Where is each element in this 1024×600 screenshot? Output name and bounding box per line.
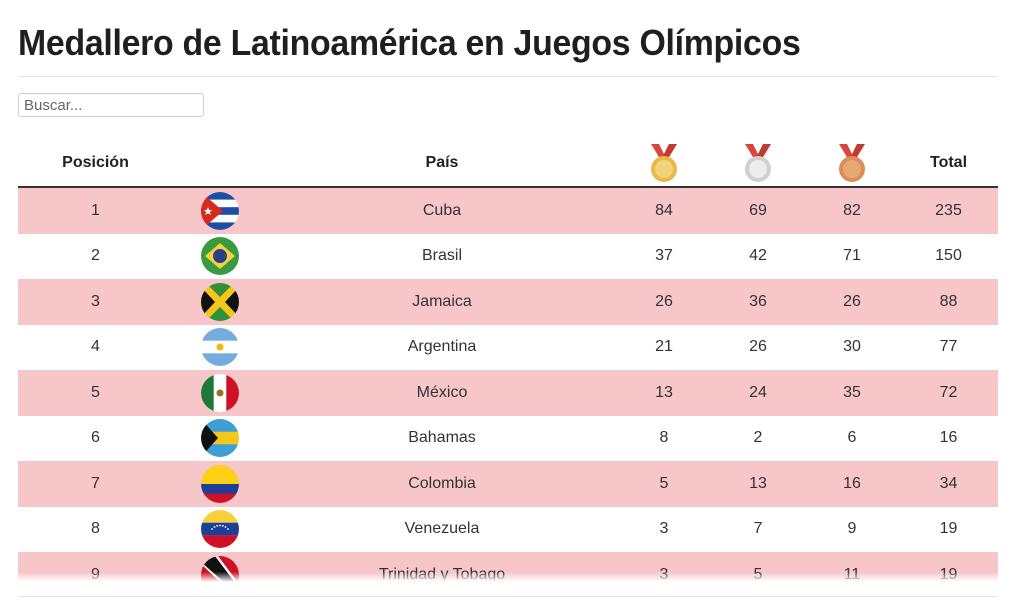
cell-silver: 2 [711,415,805,461]
cell-bronze: 35 [805,370,899,416]
search-input[interactable] [18,93,204,117]
cell-position: 5 [18,370,173,416]
cell-total: 150 [899,233,998,279]
bahamas-flag-icon [201,419,239,458]
table-row: 4 Argentina 21 26 30 77 [18,324,998,370]
cell-position: 6 [18,415,173,461]
cell-total: 16 [899,415,998,461]
table-row: 7 Colombia 5 13 16 34 [18,461,998,507]
table-scroll-fade [18,572,998,582]
title-divider [18,76,998,77]
cell-flag [173,461,267,507]
cell-gold: 8 [617,415,711,461]
bronze-medal-icon [839,144,865,182]
header-silver[interactable] [711,140,805,188]
cell-country: Venezuela [267,506,617,552]
cell-bronze: 82 [805,187,899,234]
cell-flag [173,279,267,325]
cell-position: 2 [18,233,173,279]
jamaica-flag-icon [201,282,239,321]
cell-silver: 69 [711,187,805,234]
cell-country: Argentina [267,324,617,370]
header-total[interactable]: Total [899,140,998,188]
cell-flag [173,506,267,552]
cell-silver: 36 [711,279,805,325]
cell-position: 3 [18,279,173,325]
cell-position: 1 [18,187,173,234]
cell-silver: 24 [711,370,805,416]
table-row: 3 Jamaica 26 36 26 88 [18,279,998,325]
table-row: 5 México 13 24 35 72 [18,370,998,416]
header-position[interactable]: Posición [18,140,173,188]
table-row: 2 Brasil 37 42 71 150 [18,233,998,279]
cell-gold: 13 [617,370,711,416]
table-row: 8 Venezuela 3 7 9 19 [18,506,998,552]
argentina-flag-icon [201,328,239,367]
table-row: 1 Cuba 84 69 82 235 [18,187,998,234]
cell-total: 77 [899,324,998,370]
cell-bronze: 16 [805,461,899,507]
cell-silver: 26 [711,324,805,370]
cell-gold: 5 [617,461,711,507]
gold-medal-icon [651,144,677,182]
cell-total: 235 [899,187,998,234]
cell-total: 88 [899,279,998,325]
mexico-flag-icon [201,373,239,412]
cell-total: 72 [899,370,998,416]
cell-country: Bahamas [267,415,617,461]
cell-country: Cuba [267,187,617,234]
cell-flag [173,187,267,234]
table-header-row: Posición País Total [18,140,998,188]
page-title: Medallero de Latinoamérica en Juegos Olí… [18,22,801,63]
cell-bronze: 71 [805,233,899,279]
cuba-flag-icon [201,191,239,230]
silver-medal-icon [745,144,771,182]
medal-table-container[interactable]: Posición País Total 1 [18,140,998,582]
cell-country: México [267,370,617,416]
header-flag [173,140,267,188]
header-country[interactable]: País [267,140,617,188]
cell-gold: 21 [617,324,711,370]
cell-position: 8 [18,506,173,552]
colombia-flag-icon [201,464,239,503]
cell-flag [173,233,267,279]
cell-silver: 13 [711,461,805,507]
cell-country: Jamaica [267,279,617,325]
cell-bronze: 6 [805,415,899,461]
cell-flag [173,415,267,461]
cell-gold: 26 [617,279,711,325]
bottom-divider [18,596,998,597]
cell-position: 7 [18,461,173,507]
cell-gold: 37 [617,233,711,279]
header-gold[interactable] [617,140,711,188]
medal-table: Posición País Total 1 [18,140,998,582]
brazil-flag-icon [201,237,239,276]
table-row: 6 Bahamas 8 2 6 16 [18,415,998,461]
cell-bronze: 9 [805,506,899,552]
cell-bronze: 26 [805,279,899,325]
cell-country: Brasil [267,233,617,279]
cell-total: 34 [899,461,998,507]
cell-gold: 3 [617,506,711,552]
cell-flag [173,370,267,416]
cell-silver: 7 [711,506,805,552]
cell-country: Colombia [267,461,617,507]
cell-position: 4 [18,324,173,370]
cell-gold: 84 [617,187,711,234]
venezuela-flag-icon [201,510,239,549]
cell-silver: 42 [711,233,805,279]
header-bronze[interactable] [805,140,899,188]
cell-total: 19 [899,506,998,552]
cell-flag [173,324,267,370]
cell-bronze: 30 [805,324,899,370]
